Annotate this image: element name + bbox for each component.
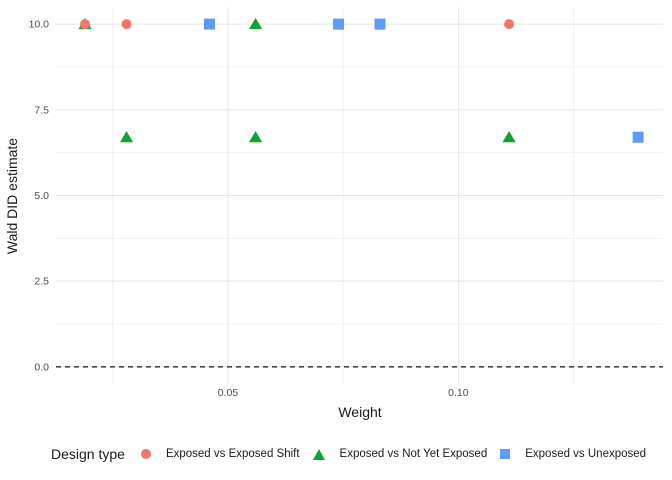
data-point-circle <box>80 19 91 30</box>
circle-marker-icon <box>140 449 151 459</box>
data-point-square <box>203 18 215 30</box>
y-tick-label: 7.5 <box>34 104 49 116</box>
data-point-triangle <box>248 131 263 143</box>
x-tick-label: 0.05 <box>218 387 239 399</box>
y-tick-label: 10.0 <box>29 19 50 31</box>
x-tick-label: 0.10 <box>448 387 469 399</box>
y-axis-title: Wald DID estimate <box>4 137 20 255</box>
x-axis-title: Weight <box>338 404 382 420</box>
legend-label: Exposed vs Not Yet Exposed <box>339 448 488 460</box>
legend-item-exposed-shift: Exposed vs Exposed Shift <box>140 448 300 460</box>
data-point-circle <box>121 19 132 30</box>
data-point-triangle <box>119 131 134 143</box>
legend-label: Exposed vs Unexposed <box>525 448 647 460</box>
legend: Design type Exposed vs Exposed Shift Exp… <box>51 444 646 464</box>
y-tick-label: 5.0 <box>34 190 49 202</box>
y-tick-label: 0.0 <box>34 361 49 373</box>
triangle-marker-icon <box>312 448 325 460</box>
legend-item-unexposed: Exposed vs Unexposed <box>500 448 646 460</box>
data-point-square <box>374 18 386 30</box>
y-tick-label: 2.5 <box>34 276 49 288</box>
data-point-triangle <box>248 17 263 30</box>
square-marker-icon <box>500 449 511 459</box>
data-point-triangle <box>502 131 516 143</box>
data-point-square <box>632 131 644 143</box>
data-point-circle <box>504 19 515 30</box>
legend-title: Design type <box>51 446 125 462</box>
legend-item-not-yet-exposed: Exposed vs Not Yet Exposed <box>312 448 488 460</box>
legend-label: Exposed vs Exposed Shift <box>165 448 300 460</box>
data-point-square <box>333 18 345 30</box>
